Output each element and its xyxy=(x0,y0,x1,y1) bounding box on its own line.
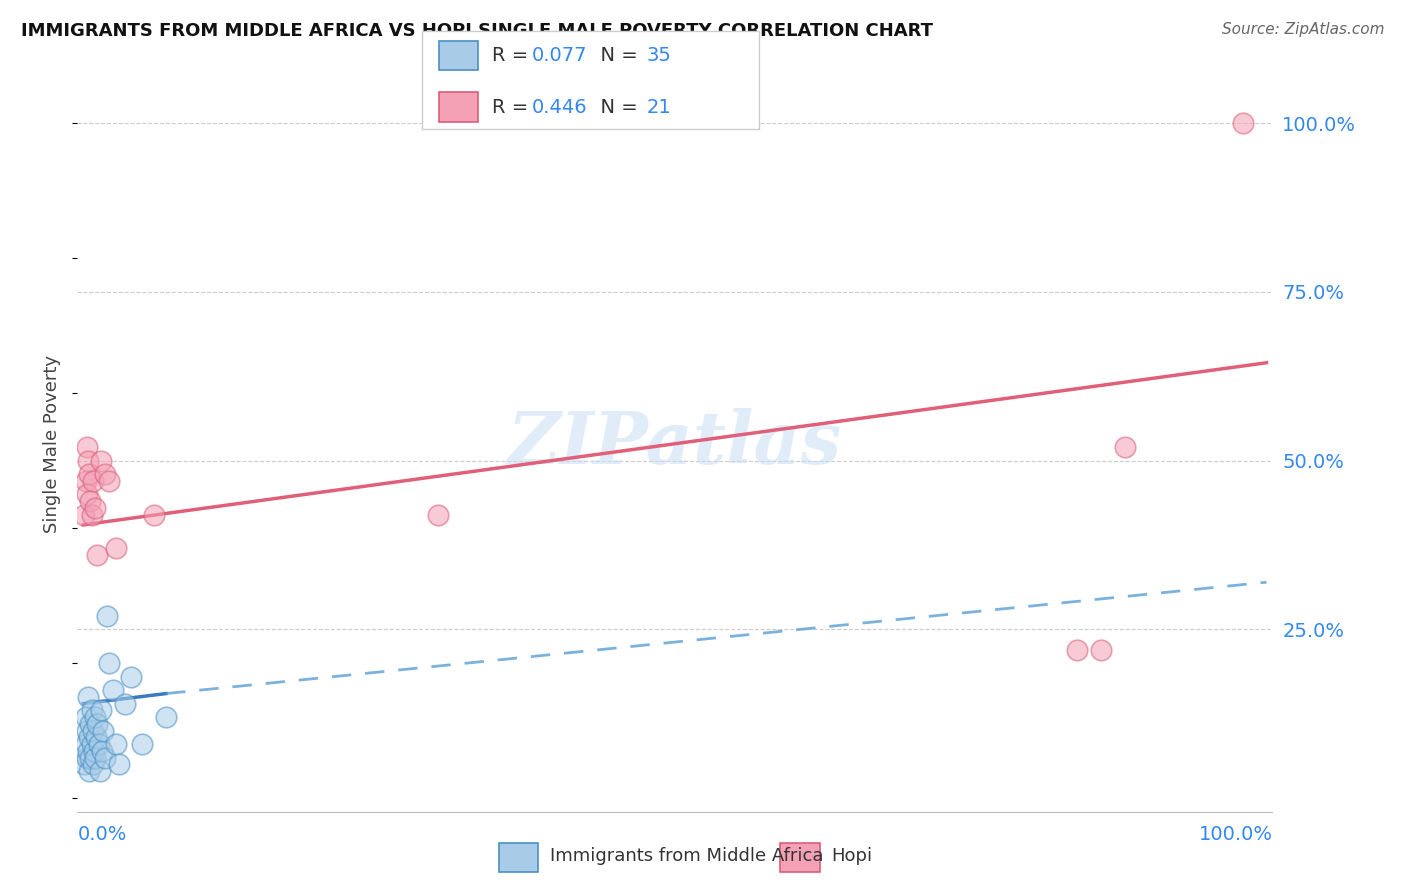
Text: 35: 35 xyxy=(647,45,672,65)
Text: R =: R = xyxy=(492,45,534,65)
Point xyxy=(86,548,108,562)
Y-axis label: Single Male Poverty: Single Male Poverty xyxy=(44,355,62,533)
Point xyxy=(1090,642,1112,657)
Point xyxy=(76,440,98,454)
Text: IMMIGRANTS FROM MIDDLE AFRICA VS HOPI SINGLE MALE POVERTY CORRELATION CHART: IMMIGRANTS FROM MIDDLE AFRICA VS HOPI SI… xyxy=(21,22,934,40)
Text: R =: R = xyxy=(492,97,534,117)
Point xyxy=(107,757,129,772)
Point xyxy=(105,737,128,751)
Point xyxy=(82,474,104,488)
Point xyxy=(84,710,107,724)
Point xyxy=(77,744,100,758)
Point xyxy=(76,487,98,501)
Point xyxy=(80,737,103,751)
Text: Source: ZipAtlas.com: Source: ZipAtlas.com xyxy=(1222,22,1385,37)
Point xyxy=(79,750,101,764)
Point xyxy=(93,750,115,764)
Point xyxy=(73,508,96,522)
Point xyxy=(427,508,450,522)
Point xyxy=(84,500,107,515)
Point xyxy=(75,737,97,751)
Text: Immigrants from Middle Africa: Immigrants from Middle Africa xyxy=(550,847,824,865)
Point xyxy=(89,764,111,779)
Text: 21: 21 xyxy=(647,97,672,117)
Point xyxy=(105,541,128,556)
Text: N =: N = xyxy=(588,97,644,117)
Point xyxy=(77,453,100,467)
Point xyxy=(76,750,98,764)
Point xyxy=(77,731,100,745)
Point xyxy=(73,757,96,772)
Point xyxy=(93,723,115,738)
Point xyxy=(77,690,100,704)
Text: ZIPatlas: ZIPatlas xyxy=(508,409,842,479)
Point xyxy=(79,717,101,731)
Point xyxy=(1114,440,1136,454)
Point xyxy=(75,710,97,724)
Point xyxy=(80,703,103,717)
Text: Hopi: Hopi xyxy=(831,847,872,865)
Point xyxy=(90,453,112,467)
Text: N =: N = xyxy=(588,45,644,65)
Point xyxy=(1232,116,1254,130)
Point xyxy=(80,508,103,522)
Point xyxy=(120,670,142,684)
Text: 0.0%: 0.0% xyxy=(77,825,127,844)
Point xyxy=(101,683,124,698)
Point xyxy=(86,717,108,731)
Point xyxy=(91,744,114,758)
Point xyxy=(96,609,118,624)
Text: 100.0%: 100.0% xyxy=(1198,825,1272,844)
Point xyxy=(87,737,110,751)
Point xyxy=(76,723,98,738)
Point xyxy=(82,757,104,772)
Point xyxy=(1066,642,1088,657)
Point xyxy=(98,656,121,670)
Point xyxy=(83,744,105,758)
Point xyxy=(82,723,104,738)
Point xyxy=(77,764,100,779)
Point xyxy=(155,710,177,724)
Point xyxy=(79,494,101,508)
Point xyxy=(131,737,153,751)
Point xyxy=(114,697,136,711)
Point xyxy=(77,467,100,482)
Point xyxy=(75,474,97,488)
Text: 0.446: 0.446 xyxy=(531,97,588,117)
Point xyxy=(98,474,121,488)
Point xyxy=(84,731,107,745)
Point xyxy=(90,703,112,717)
Point xyxy=(93,467,115,482)
Point xyxy=(143,508,166,522)
Text: 0.077: 0.077 xyxy=(531,45,586,65)
Point xyxy=(84,750,107,764)
